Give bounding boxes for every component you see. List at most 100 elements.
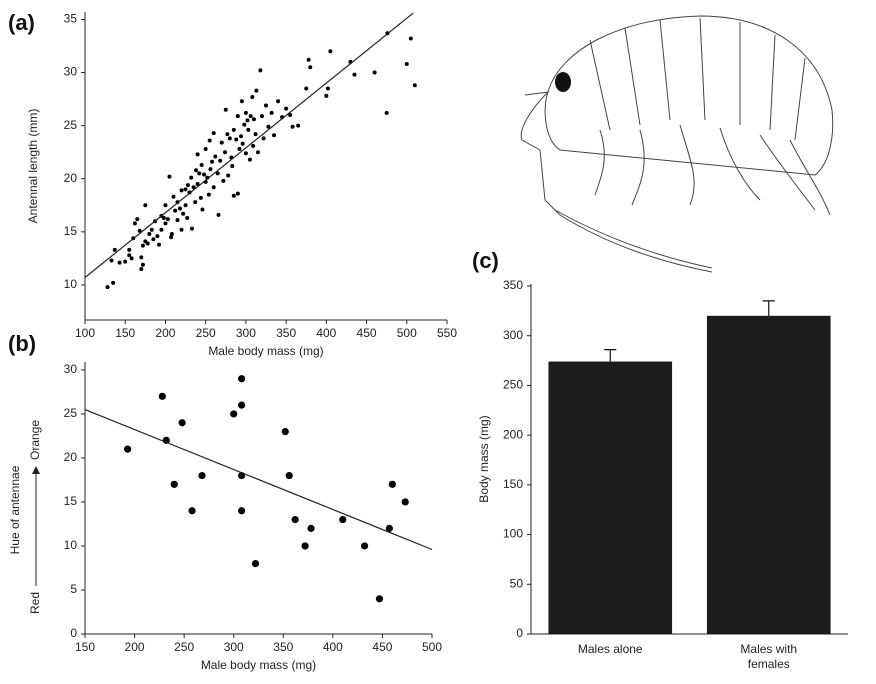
point <box>245 118 250 123</box>
point <box>222 150 227 155</box>
point <box>226 173 231 178</box>
point <box>215 171 220 176</box>
y-tick-label: 200 <box>503 427 523 441</box>
point <box>251 143 256 148</box>
point <box>181 211 186 216</box>
point <box>124 445 132 453</box>
point <box>179 227 184 232</box>
point <box>269 110 274 115</box>
point <box>301 542 309 550</box>
x-tick-label: 200 <box>155 326 175 340</box>
point <box>248 114 253 119</box>
point <box>243 110 248 115</box>
point <box>408 36 413 41</box>
y-tick-label: 15 <box>64 494 78 508</box>
point <box>140 243 145 248</box>
point <box>243 151 248 156</box>
point <box>149 227 154 232</box>
x-tick-label: 250 <box>196 326 216 340</box>
x-tick-label: Males with females <box>740 642 798 671</box>
y-tick-label: 10 <box>64 277 78 291</box>
point <box>324 93 329 98</box>
x-tick-label: 300 <box>236 326 256 340</box>
point <box>255 150 260 155</box>
point <box>285 471 293 480</box>
point <box>195 182 200 187</box>
x-tick-label: 100 <box>75 326 95 340</box>
point <box>258 68 263 73</box>
point <box>218 158 223 163</box>
point <box>210 159 215 164</box>
point <box>412 83 417 88</box>
point <box>127 253 132 258</box>
point <box>250 94 255 99</box>
point <box>167 174 172 179</box>
point <box>206 192 211 197</box>
error-bar <box>604 349 617 362</box>
eye <box>555 72 571 92</box>
trend-line <box>84 12 414 278</box>
point <box>169 231 174 236</box>
panel-label: (b) <box>8 331 36 356</box>
y-tick-label: 20 <box>64 171 78 185</box>
point <box>157 242 162 247</box>
y-axis-label: Body mass (mg) <box>477 415 491 502</box>
point <box>197 171 202 176</box>
x-tick-label: 350 <box>273 640 293 654</box>
arrow-head <box>32 466 40 474</box>
point <box>178 419 186 427</box>
point <box>200 207 205 212</box>
point <box>155 234 160 239</box>
trend-line <box>84 408 433 551</box>
panel-label: (a) <box>8 10 35 35</box>
y-tick-label: 30 <box>64 362 78 376</box>
point <box>264 103 268 108</box>
point <box>137 228 142 233</box>
point <box>272 133 277 138</box>
point <box>254 88 259 93</box>
point <box>235 191 240 196</box>
point <box>132 221 137 226</box>
x-tick-label: 450 <box>372 640 392 654</box>
y-tick-label: 5 <box>70 582 77 596</box>
x-tick-label: 400 <box>323 640 343 654</box>
point <box>231 127 236 132</box>
point <box>246 127 251 132</box>
point <box>211 185 216 190</box>
point <box>195 152 200 157</box>
point <box>111 280 116 285</box>
point <box>185 216 190 221</box>
point <box>211 131 216 136</box>
point <box>191 185 196 190</box>
y-tick-label: 0 <box>70 626 77 640</box>
point <box>171 194 176 199</box>
point <box>231 193 236 198</box>
x-tick-label: 500 <box>422 640 442 654</box>
y-axis-label-high: Orange <box>28 420 42 460</box>
x-tick-label: 400 <box>316 326 336 340</box>
point <box>223 107 228 112</box>
point <box>216 212 221 217</box>
point <box>202 172 207 177</box>
y-tick-label: 25 <box>64 406 78 420</box>
point <box>225 132 230 137</box>
point <box>259 114 264 119</box>
y-tick-label: 250 <box>503 378 523 392</box>
y-axis-label-low: Red <box>28 592 42 614</box>
y-tick-label: 0 <box>516 626 523 640</box>
point <box>203 147 208 152</box>
point <box>384 110 389 115</box>
point <box>213 154 218 159</box>
panel-label: (c) <box>472 248 499 273</box>
point <box>239 99 244 104</box>
y-tick-label: 50 <box>510 576 524 590</box>
point <box>328 49 333 54</box>
point <box>306 57 311 62</box>
x-axis-label: Male body mass (mg) <box>201 658 316 672</box>
point <box>123 259 128 264</box>
y-tick-label: 25 <box>64 118 78 132</box>
point <box>139 267 144 272</box>
y-axis-label: Antennal length (mm) <box>26 109 40 224</box>
y-tick-label: 35 <box>64 12 78 26</box>
y-tick-label: 300 <box>503 328 523 342</box>
